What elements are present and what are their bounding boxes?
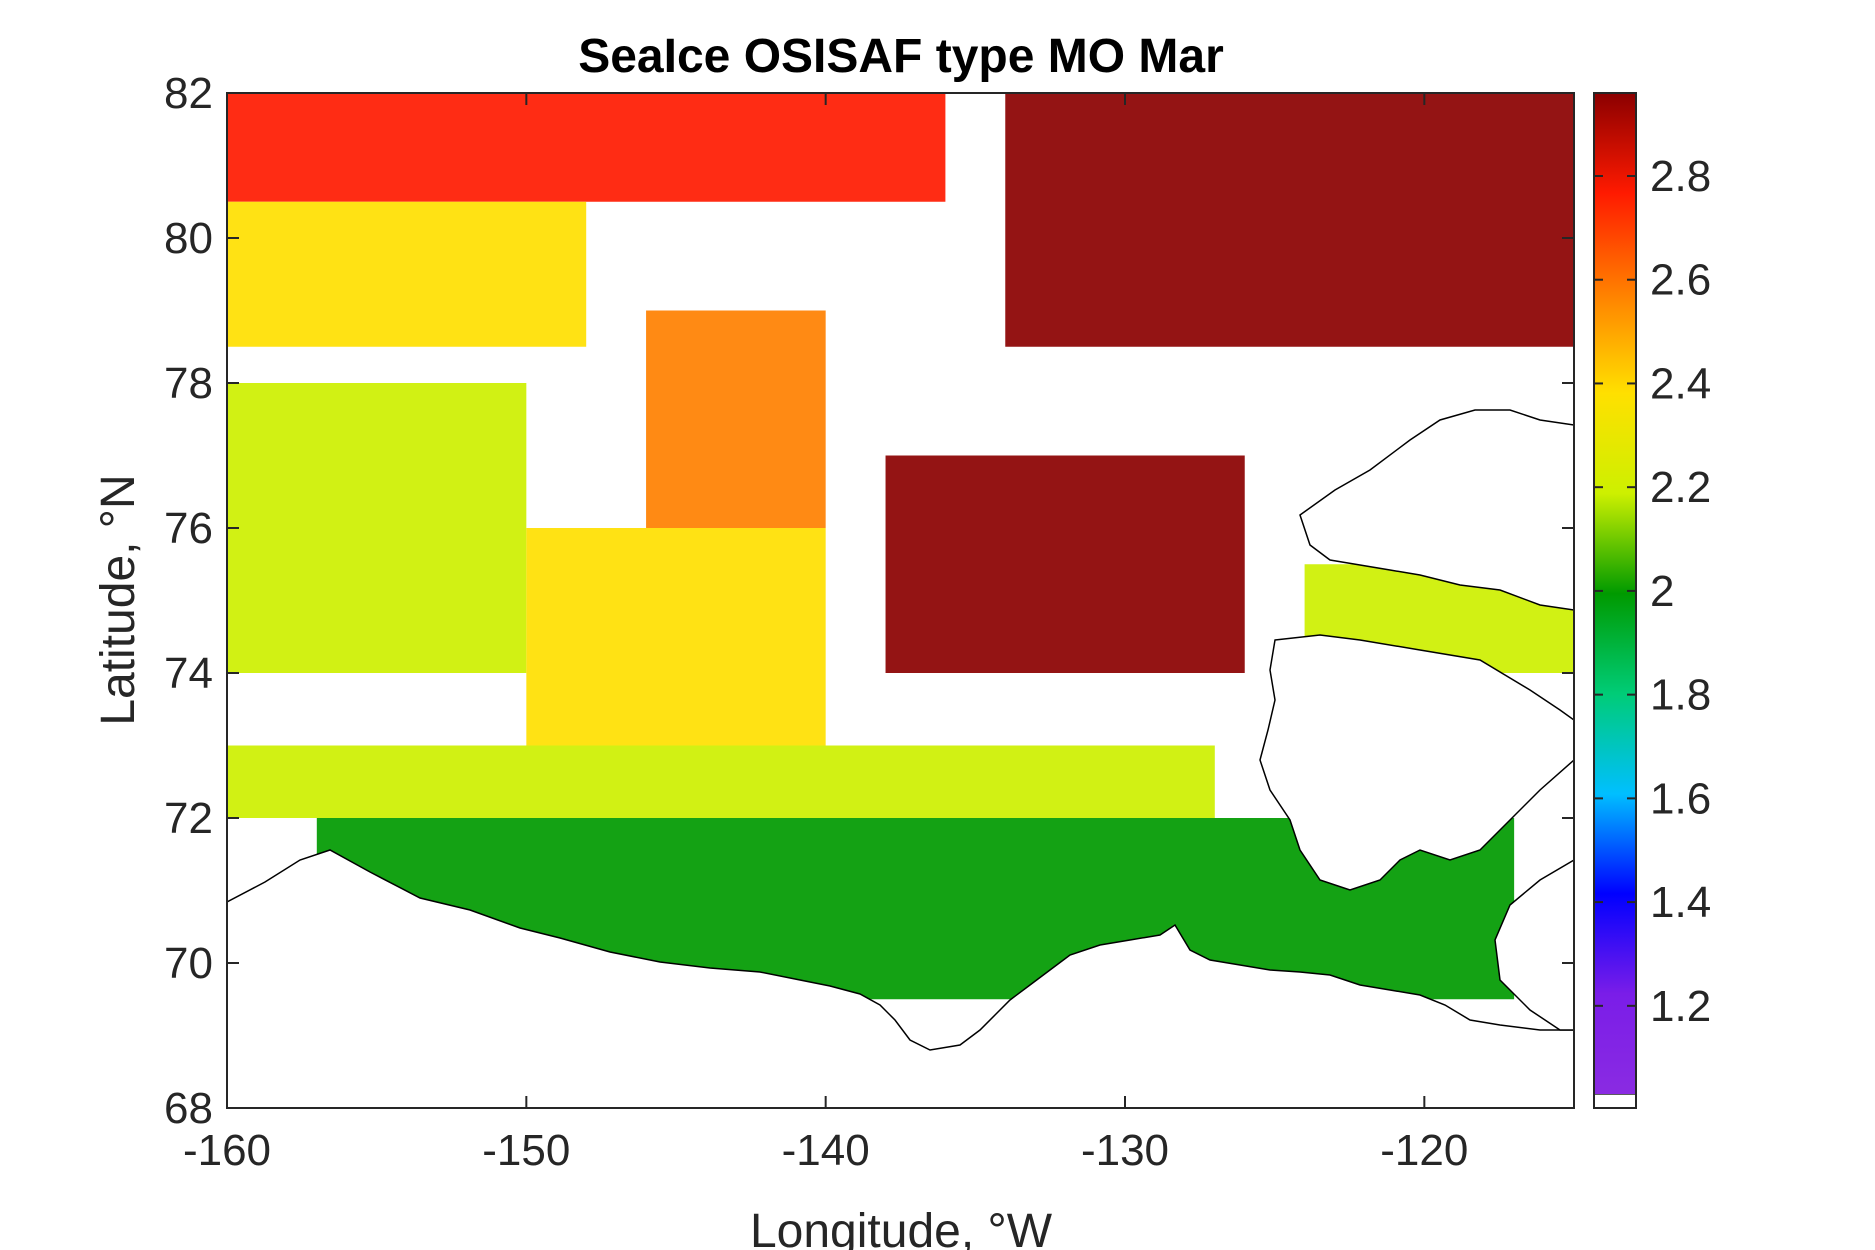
field-region-5 [227, 383, 527, 673]
sea-ice-field [227, 93, 1574, 1108]
colorbar-ticks: 1.2 1.4 1.6 1.8 2 2.2 2.4 2.6 2.8 [1594, 152, 1711, 1031]
plot-frame [226, 92, 1575, 1109]
colorbar-tick-label: 1.6 [1650, 774, 1711, 823]
chart-title: SeaIce OSISAF type MO Mar [578, 30, 1224, 83]
y-tick-label: 74 [164, 649, 213, 698]
colorbar-masked-swatch [1593, 1093, 1637, 1109]
field-region-6 [526, 528, 826, 746]
field-region-1 [227, 93, 946, 202]
banks-island-land [1259, 634, 1574, 891]
y-axis-label: Latitude, °N [92, 474, 145, 725]
field-region-4 [646, 310, 826, 528]
x-tick-label: -120 [1380, 1126, 1468, 1175]
x-tick-label: -140 [782, 1126, 870, 1175]
x-tick-label: -160 [183, 1126, 271, 1175]
field-region-2 [1005, 93, 1574, 347]
colorbar-tick-label: 2.8 [1650, 152, 1711, 201]
y-tick-label: 76 [164, 504, 213, 553]
y-tick-label: 68 [164, 1084, 213, 1133]
colorbar-gradient [1594, 93, 1636, 1094]
y-tick-label: 72 [164, 794, 213, 843]
y-tick-label: 80 [164, 214, 213, 263]
field-region-3 [227, 201, 587, 347]
colorbar-tick-label: 2.2 [1650, 463, 1711, 512]
colorbar-tick-label: 1.8 [1650, 671, 1711, 720]
y-axis-ticks: 68 70 72 74 76 78 80 82 [164, 69, 1574, 1133]
field-region-7 [885, 455, 1245, 673]
alaska-coast-land [227, 849, 1574, 1108]
parry-islands-land [1299, 409, 1574, 611]
y-tick-label: 70 [164, 939, 213, 988]
colorbar-tick-label: 2.4 [1650, 359, 1711, 408]
field-region-8 [227, 745, 1215, 818]
victoria-island-land [1494, 859, 1574, 1031]
land-masks [227, 409, 1574, 1108]
colorbar-tick-label: 2.6 [1650, 256, 1711, 305]
x-axis-ticks: -160 -150 -140 -130 -120 [183, 93, 1468, 1175]
colorbar: 1.2 1.4 1.6 1.8 2 2.2 2.4 2.6 2.8 [1593, 92, 1711, 1109]
y-tick-label: 78 [164, 359, 213, 408]
x-axis-label: Longitude, °W [750, 1205, 1053, 1250]
x-tick-label: -150 [482, 1126, 570, 1175]
y-tick-label: 82 [164, 69, 213, 118]
colorbar-frame [1593, 92, 1637, 1109]
colorbar-tick-label: 1.2 [1650, 982, 1711, 1031]
x-tick-label: -130 [1081, 1126, 1169, 1175]
colorbar-tick-label: 2 [1650, 567, 1674, 616]
colorbar-tick-label: 1.4 [1650, 878, 1711, 927]
